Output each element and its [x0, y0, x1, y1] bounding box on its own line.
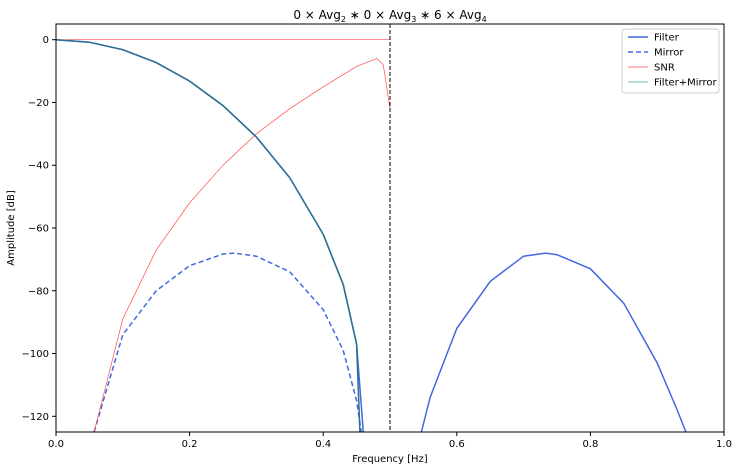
y-axis: 0 −20 −40 −60 −80 −100 −120 [22, 35, 56, 423]
y-tick-label: −40 [28, 161, 49, 172]
x-tick-label: 0.2 [182, 439, 198, 450]
x-tick-label: 0.6 [449, 439, 465, 450]
x-tick-label: 1.0 [716, 439, 732, 450]
y-tick-label: −100 [22, 349, 49, 360]
legend-frame [621, 28, 720, 94]
y-tick-label: −60 [28, 224, 49, 235]
series-line-filter [420, 252, 687, 432]
y-tick-label: −80 [28, 286, 49, 297]
series-line-mirror [93, 252, 363, 432]
x-axis: 0.0 0.2 0.4 0.6 0.8 1.0 [48, 432, 732, 450]
y-tick-label: 0 [43, 35, 49, 46]
legend-label: SNR [654, 63, 675, 74]
y-tick-label: −120 [22, 412, 49, 423]
chart-title: 0 × Avg2 ∗ 0 × Avg3 ∗ 6 × Avg4 [293, 8, 486, 24]
y-axis-label: Amplitude [dB] [6, 190, 17, 266]
x-tick-label: 0.0 [48, 439, 64, 450]
x-tick-label: 0.4 [315, 439, 331, 450]
legend-label: Filter [654, 33, 680, 44]
legend-label: Mirror [654, 48, 684, 59]
legend: Filter Mirror SNR Filter+Mirror [621, 28, 720, 94]
series-layer [56, 38, 687, 432]
x-tick-label: 0.8 [582, 439, 598, 450]
x-axis-label: Frequency [Hz] [352, 454, 428, 465]
series-overlap-line [56, 38, 361, 432]
legend-label: Filter+Mirror [654, 78, 717, 89]
series-line-snr [93, 58, 391, 432]
y-tick-label: −20 [28, 98, 49, 109]
